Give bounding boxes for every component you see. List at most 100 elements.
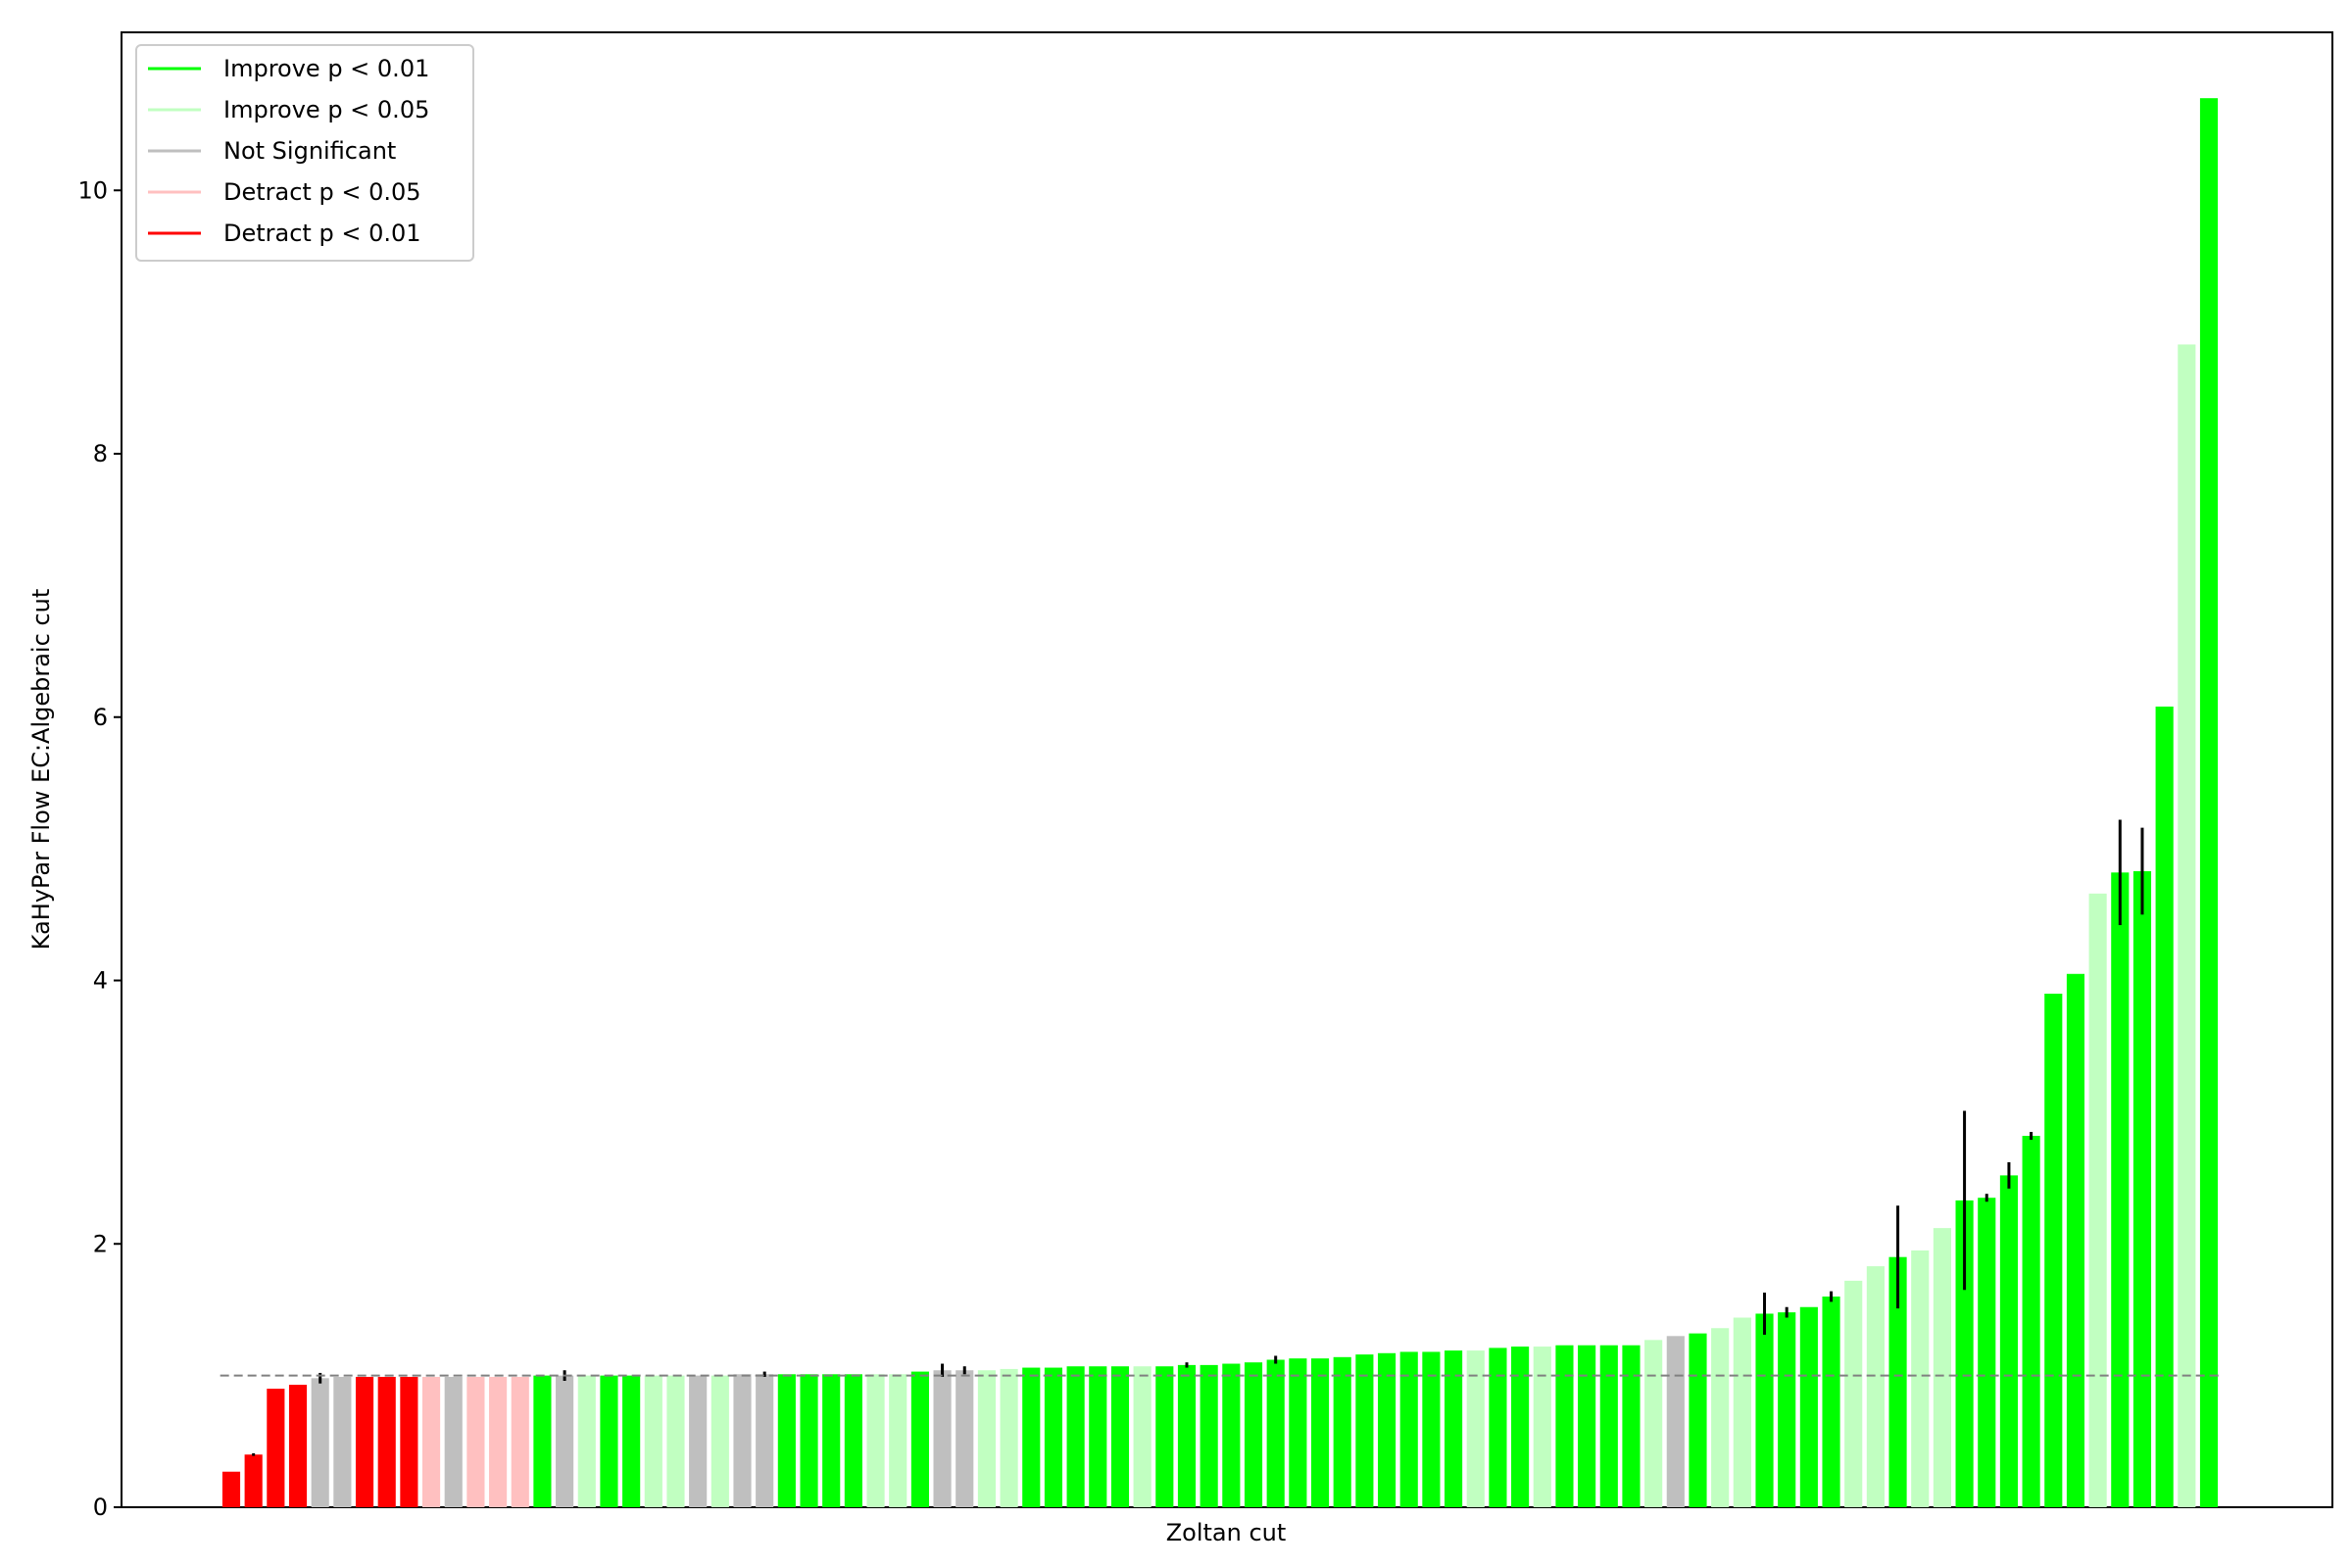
bar [2111,872,2130,1507]
bar [756,1374,774,1507]
x-axis-label: Zoltan cut [1166,1519,1287,1546]
bar [288,1385,308,1507]
y-tick-label: 2 [93,1230,108,1257]
bar [244,1454,263,1507]
bar [1000,1368,1018,1507]
bar [844,1374,862,1507]
legend-label: Improve p < 0.05 [223,96,429,123]
bar [1533,1347,1551,1507]
bar [2132,870,2152,1507]
bar [2199,98,2219,1508]
bar [644,1375,662,1508]
bars-group [221,98,2219,1508]
bar [1355,1354,1374,1508]
bar [1778,1312,1796,1508]
bar [956,1370,974,1507]
bar [533,1375,552,1508]
bar [1445,1350,1463,1507]
bar [577,1375,596,1508]
y-axis-label: KaHyPar Flow EC:Algebraic cut [27,589,55,951]
bar [600,1375,618,1508]
bar [1711,1328,1730,1507]
y-tick-label: 0 [93,1494,108,1521]
bar [1978,1198,1996,1507]
bar [267,1389,285,1507]
bar [1155,1366,1174,1507]
bar [489,1376,508,1507]
bar [889,1374,907,1507]
y-tick-label: 6 [93,704,108,731]
bar [1289,1358,1307,1507]
bar [1911,1250,1930,1507]
bar [822,1374,841,1507]
bar [333,1376,352,1507]
bar [689,1375,708,1508]
bar [1733,1317,1751,1507]
bar [1844,1280,1863,1508]
bar [1022,1367,1041,1507]
bar [466,1376,485,1507]
legend-label: Not Significant [223,137,396,165]
bar [1333,1356,1351,1507]
bar [511,1376,529,1507]
bar [777,1374,796,1507]
bar [1689,1333,1707,1508]
bar [2022,1136,2040,1507]
y-tick-label: 10 [77,176,108,204]
bar [1177,1364,1197,1508]
bar [1578,1345,1596,1507]
bar [1644,1340,1663,1507]
bar [666,1375,685,1508]
bar [2155,707,2174,1507]
bar [1266,1359,1285,1507]
bar [1955,1200,1974,1507]
bar [1999,1175,2018,1508]
bar [1310,1358,1330,1507]
y-tick-label: 8 [93,440,108,467]
legend-label: Improve p < 0.01 [223,55,429,82]
legend-box [135,44,474,262]
bar [1222,1363,1241,1507]
bar [1822,1297,1840,1507]
bar [377,1376,396,1507]
bar [444,1376,463,1507]
bar [2088,893,2107,1507]
bar [2178,344,2196,1508]
bar [1866,1266,1885,1507]
bar [1133,1366,1152,1507]
bar [2066,973,2085,1507]
bar [910,1371,929,1507]
bar [1666,1336,1685,1507]
bar [1399,1351,1418,1507]
bar [1466,1350,1485,1507]
bar [977,1370,996,1507]
bar [422,1376,441,1507]
bar [1933,1228,1951,1508]
bar [1422,1351,1441,1507]
bar [1200,1364,1218,1508]
bar [1066,1366,1085,1507]
bar [355,1376,374,1507]
y-axis: 0 2 4 6 8 10 [77,176,122,1521]
bar [1377,1352,1396,1507]
bar [800,1374,818,1507]
bar [400,1376,418,1507]
bar [556,1375,574,1508]
bar [1755,1313,1774,1507]
bar [311,1378,329,1507]
legend-label: Detract p < 0.05 [223,178,421,206]
bar [1555,1345,1574,1507]
bar [1599,1345,1618,1507]
bar [1244,1362,1263,1507]
bar [622,1375,641,1508]
bar [710,1375,729,1508]
bar [733,1374,752,1507]
y-tick-label: 4 [93,967,108,995]
bar [1489,1348,1507,1507]
bar [1511,1347,1530,1507]
legend-label: Detract p < 0.01 [223,220,421,247]
bar [1110,1366,1130,1507]
bar [1089,1366,1107,1507]
bar [933,1370,952,1507]
